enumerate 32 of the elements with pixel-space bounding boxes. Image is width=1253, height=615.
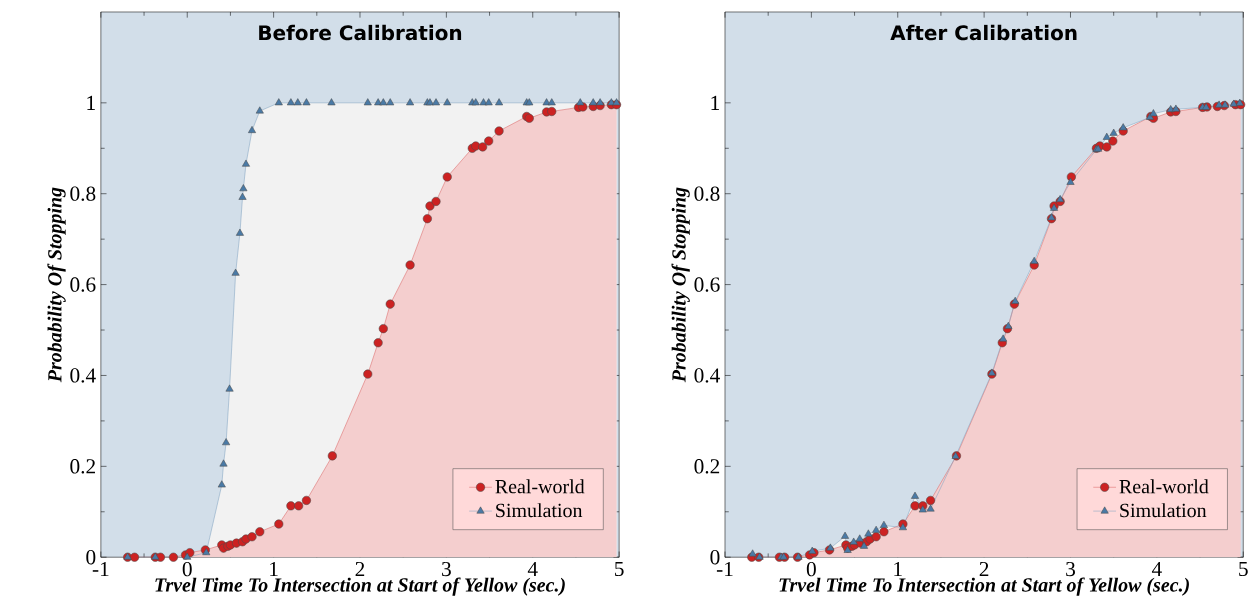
y-tick-label: 1 bbox=[711, 95, 720, 110]
x-axis-title: Trvel Time To Intersection at Start of Yellow (sec.) bbox=[155, 577, 565, 596]
legend-label: Simulation bbox=[1120, 503, 1207, 518]
y-tick-label: 0.2 bbox=[694, 459, 720, 474]
text: After Calibration bbox=[890, 24, 1077, 41]
y-tick-label: 0.4 bbox=[694, 368, 720, 383]
y-tick-label: 1 bbox=[87, 95, 95, 110]
x-tick-label: 4 bbox=[527, 561, 538, 576]
x-axis-title: Trvel Time To Intersection at Start of Yellow (sec.) bbox=[779, 577, 1189, 596]
y-tick-label: 0.8 bbox=[70, 186, 96, 201]
legend-label: Real-world bbox=[495, 479, 585, 494]
legend-label: Real-world bbox=[1119, 479, 1209, 494]
x-tick-label: 2 bbox=[979, 561, 989, 576]
legend-label: Simulation bbox=[496, 503, 583, 518]
y-tick-label: 0.2 bbox=[70, 459, 95, 474]
text: Before Calibration bbox=[259, 24, 462, 41]
x-tick-label: 0 bbox=[806, 561, 816, 577]
y-tick-label: 0.6 bbox=[694, 277, 720, 292]
x-tick-label: 1 bbox=[894, 561, 902, 576]
y-tick-label: 0.8 bbox=[694, 186, 720, 201]
x-tick-label: 4 bbox=[1151, 561, 1162, 576]
y-tick-label: 0.6 bbox=[70, 277, 96, 292]
x-tick-label: 3 bbox=[442, 561, 451, 577]
x-tick-label: 5 bbox=[615, 561, 624, 577]
x-tick-label: 5 bbox=[1239, 561, 1248, 577]
x-tick-label: 3 bbox=[1066, 561, 1075, 577]
x-tick-label: 2 bbox=[355, 561, 365, 576]
x-tick-label: 1 bbox=[270, 561, 278, 576]
y-axis-title: Probability Of Stopping bbox=[671, 187, 690, 383]
y-tick-label: 0.4 bbox=[70, 368, 96, 383]
x-tick-label: 0 bbox=[182, 561, 192, 577]
y-axis-title: Probability Of Stopping bbox=[47, 187, 66, 383]
